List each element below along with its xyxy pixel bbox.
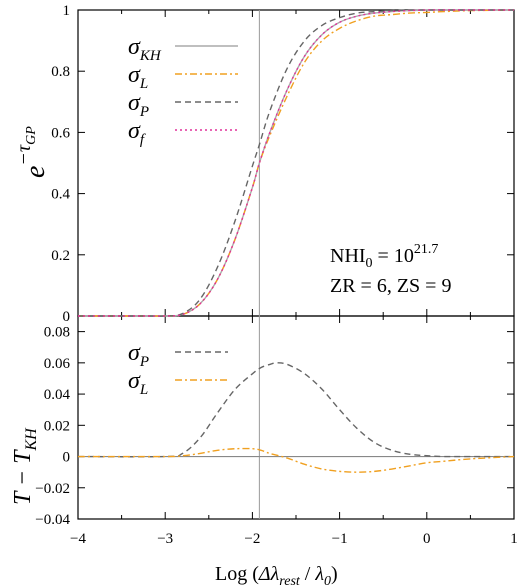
legend-label-l: σL — [128, 368, 148, 398]
series-line-f — [77, 9, 514, 317]
svg-text:e−τGP: e−τGP — [13, 126, 51, 178]
x-tick-label: 0 — [423, 531, 431, 547]
legend-label-kh: σKH — [128, 34, 162, 64]
x-tick-label: −4 — [70, 531, 86, 547]
y-tick-label: 0.4 — [51, 187, 70, 203]
y-tick-label: 1 — [63, 3, 71, 19]
legend-label-p: σP — [128, 90, 149, 120]
top-axis-ticks: 0 0.2 0.4 0.6 0.8 1 — [51, 3, 515, 325]
y-tick-label: −0.02 — [35, 481, 70, 497]
bottom-axis-ticks: −4 −3 −2 −1 0 1 −0.04 −0.02 0 0.02 0.04 0.06 0.08 — [35, 316, 518, 547]
y-tick-label: 0.06 — [44, 356, 71, 372]
legend-label-p: σP — [128, 340, 149, 370]
svg-text:T − TKH: T − TKH — [10, 427, 40, 505]
series-line-p — [77, 362, 514, 458]
x-tick-label: 1 — [510, 531, 518, 547]
bottom-panel-frame — [77, 315, 515, 520]
legend-label-l: σL — [128, 62, 148, 92]
bottom-y-axis-title: T − TKH — [10, 427, 40, 505]
series-line-l — [77, 447, 515, 473]
y-tick-label: −0.04 — [35, 512, 70, 528]
x-tick-label: −2 — [244, 531, 260, 547]
x-tick-label: −3 — [157, 531, 173, 547]
y-tick-label: 0 — [63, 450, 71, 466]
y-tick-label: 0.2 — [51, 248, 70, 264]
y-tick-label: 0.08 — [44, 325, 70, 341]
x-tick-label: −1 — [332, 531, 348, 547]
y-tick-label: 0.02 — [44, 418, 70, 434]
annotation-line-2: ZR = 6, ZS = 9 — [330, 275, 451, 297]
legend-label-f: σf — [128, 118, 146, 148]
y-tick-label: 0 — [63, 309, 71, 325]
x-axis-title: Log (Δλrest / λ0) — [215, 563, 338, 587]
series-line-p — [77, 9, 514, 317]
bottom-series-lines — [77, 316, 515, 519]
top-y-axis-title: e−τGP — [13, 126, 51, 178]
y-tick-label: 0.8 — [51, 64, 70, 80]
y-tick-label: 0.6 — [51, 125, 70, 141]
annotation-line-1: NHI0 = 1021.7 — [330, 242, 438, 271]
y-tick-label: 0.04 — [44, 387, 71, 403]
top-series-lines — [77, 9, 515, 317]
